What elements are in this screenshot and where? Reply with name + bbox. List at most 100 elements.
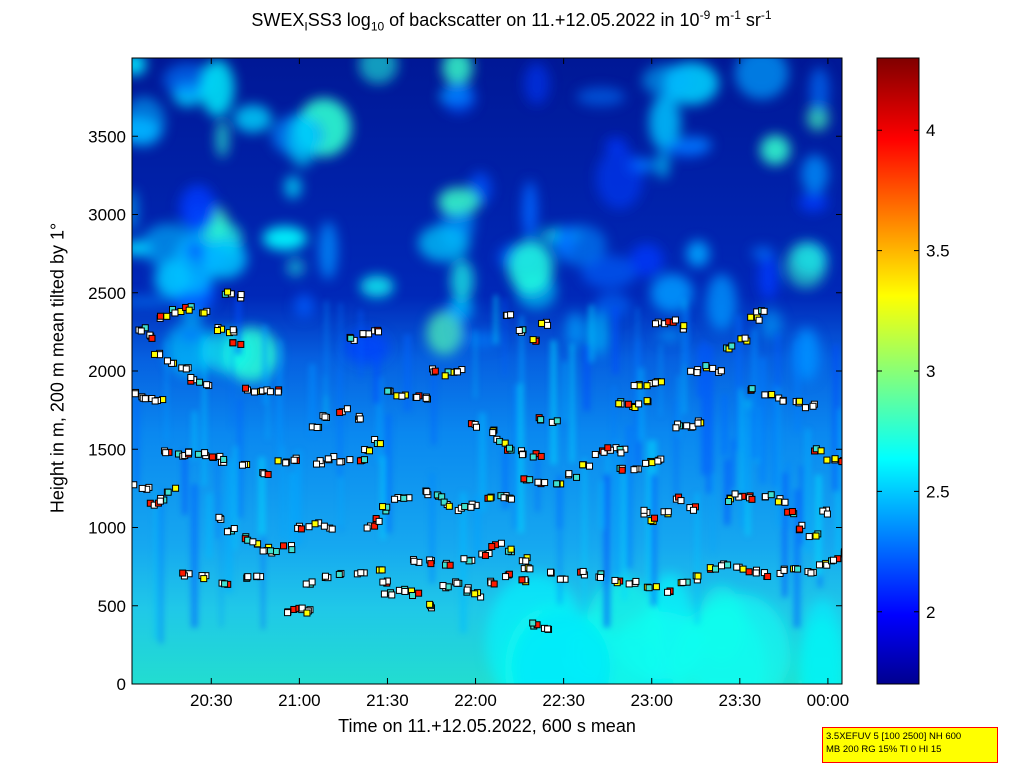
streak bbox=[626, 424, 632, 569]
detection-marker bbox=[805, 533, 813, 541]
streak bbox=[165, 340, 169, 442]
detection-marker bbox=[431, 367, 439, 375]
streak bbox=[622, 472, 627, 601]
layer-detection-markers bbox=[132, 288, 842, 633]
detection-marker bbox=[213, 327, 221, 335]
cloud-patch bbox=[262, 226, 307, 251]
y-tick-label: 2000 bbox=[88, 362, 126, 381]
cloud-patch bbox=[629, 243, 664, 277]
detection-marker bbox=[288, 546, 296, 554]
detection-marker bbox=[529, 336, 537, 344]
detection-marker bbox=[200, 309, 208, 317]
streak bbox=[517, 383, 524, 533]
detection-marker bbox=[760, 307, 768, 315]
detection-marker bbox=[815, 561, 823, 569]
colorbar-tick-label: 2.5 bbox=[926, 482, 950, 501]
detection-marker bbox=[648, 459, 656, 467]
cloud-patch bbox=[132, 189, 139, 232]
infobox-line-2: MB 200 RG 15% TI 0 HI 15 bbox=[826, 744, 942, 755]
x-tick-label: 00:00 bbox=[807, 691, 850, 710]
detection-marker bbox=[347, 334, 355, 342]
detection-marker bbox=[507, 311, 515, 319]
streak bbox=[280, 446, 285, 539]
detection-marker bbox=[702, 362, 710, 370]
cloud-patch bbox=[233, 104, 272, 133]
cloud-patch bbox=[650, 273, 694, 313]
detection-marker bbox=[731, 490, 739, 498]
detection-marker bbox=[507, 495, 515, 503]
cloud-patch bbox=[649, 94, 681, 151]
detection-marker bbox=[795, 397, 803, 405]
detection-marker bbox=[745, 568, 753, 576]
streak bbox=[636, 307, 639, 408]
detection-marker bbox=[335, 570, 343, 578]
detection-marker bbox=[148, 334, 156, 342]
detection-marker bbox=[162, 449, 170, 457]
detection-marker bbox=[764, 573, 772, 581]
detection-marker bbox=[774, 498, 782, 506]
detection-marker bbox=[297, 525, 305, 533]
surface-patch bbox=[800, 598, 842, 684]
streak bbox=[795, 340, 800, 433]
detection-marker bbox=[164, 488, 172, 496]
detection-marker bbox=[303, 609, 311, 617]
detection-marker bbox=[365, 447, 373, 455]
cloud-patch bbox=[201, 329, 253, 374]
streak bbox=[612, 307, 619, 375]
colorbar-tick-label: 3.5 bbox=[926, 242, 950, 261]
cloud-patch bbox=[179, 184, 217, 232]
x-tick-label: 23:00 bbox=[630, 691, 673, 710]
detection-marker bbox=[728, 342, 736, 350]
detection-marker bbox=[526, 476, 534, 484]
streak bbox=[404, 334, 411, 412]
y-tick-label: 3500 bbox=[88, 127, 126, 146]
streak bbox=[493, 295, 498, 344]
x-tick-label: 21:30 bbox=[366, 691, 409, 710]
detection-marker bbox=[741, 334, 749, 342]
streak bbox=[805, 429, 811, 553]
detection-marker bbox=[526, 565, 534, 573]
detection-marker bbox=[238, 461, 246, 469]
detection-marker bbox=[440, 498, 448, 506]
cloud-patch bbox=[441, 82, 476, 114]
streak bbox=[776, 387, 781, 527]
detection-marker bbox=[215, 513, 223, 521]
infobox-line-1: 3.5XEFUV 5 [100 2500] NH 600 bbox=[826, 731, 962, 742]
streak bbox=[674, 399, 678, 503]
detection-marker bbox=[182, 365, 190, 373]
detection-marker bbox=[244, 573, 252, 581]
detection-marker bbox=[267, 547, 275, 555]
y-tick-label: 500 bbox=[98, 597, 126, 616]
detection-marker bbox=[398, 392, 406, 400]
streak bbox=[683, 309, 690, 366]
detection-marker bbox=[320, 522, 328, 530]
detection-marker bbox=[132, 390, 139, 398]
cloud-patch bbox=[594, 292, 631, 319]
detection-marker bbox=[657, 378, 665, 386]
detection-marker bbox=[553, 480, 561, 488]
detection-marker bbox=[290, 456, 298, 464]
cloud-patch bbox=[581, 255, 637, 289]
detection-marker bbox=[694, 572, 702, 580]
cloud-patch bbox=[447, 297, 474, 321]
detection-marker bbox=[654, 457, 662, 465]
streak bbox=[569, 343, 575, 463]
streak bbox=[308, 363, 316, 436]
detection-marker bbox=[591, 450, 599, 458]
detection-marker bbox=[237, 291, 245, 299]
cloud-patch bbox=[706, 274, 737, 331]
detection-marker bbox=[677, 497, 685, 505]
detection-marker bbox=[652, 320, 660, 328]
cloud-patch bbox=[596, 147, 643, 210]
detection-marker bbox=[356, 415, 364, 423]
detection-marker bbox=[809, 402, 817, 410]
detection-marker bbox=[163, 357, 171, 365]
detection-marker bbox=[712, 565, 720, 573]
detection-marker bbox=[379, 503, 387, 511]
detection-marker bbox=[615, 400, 623, 408]
streak bbox=[588, 305, 594, 362]
detection-marker bbox=[579, 567, 587, 575]
detection-marker bbox=[632, 577, 640, 585]
detection-marker bbox=[185, 306, 193, 314]
detection-marker bbox=[652, 583, 660, 591]
